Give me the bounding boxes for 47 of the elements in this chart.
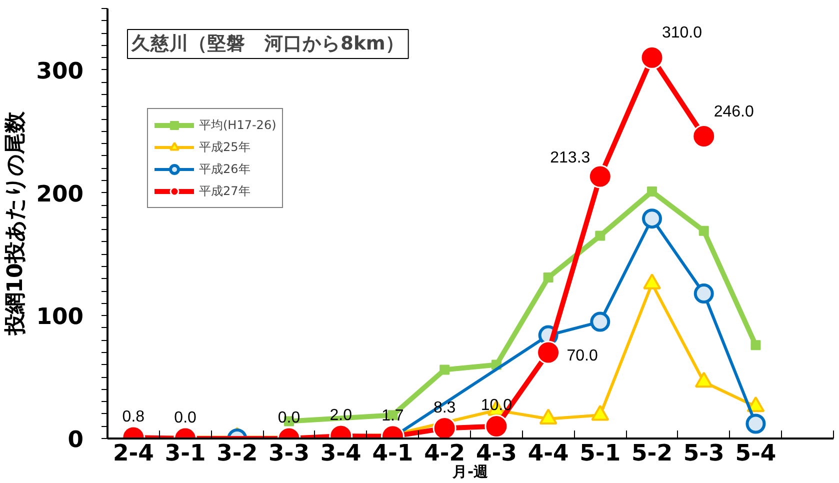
x-tick-label: 5-3 bbox=[683, 440, 724, 466]
legend-label: 平成25年 bbox=[199, 138, 250, 156]
point bbox=[590, 312, 610, 332]
y-tick-label: 100 bbox=[36, 304, 84, 330]
point bbox=[692, 124, 716, 148]
x-tick-label: 4-4 bbox=[528, 440, 569, 466]
legend-label: 平成27年 bbox=[199, 182, 250, 200]
x-tick-label: 3-4 bbox=[320, 440, 362, 466]
point bbox=[440, 364, 450, 375]
y-axis-title: 投網10投あたりの尾数 bbox=[3, 111, 28, 336]
point bbox=[750, 340, 761, 350]
data-label: 0.8 bbox=[122, 408, 145, 426]
point bbox=[543, 272, 554, 283]
point bbox=[642, 208, 662, 229]
y-tick-label: 0 bbox=[68, 427, 84, 453]
point bbox=[536, 340, 560, 364]
data-label: 0.0 bbox=[174, 410, 197, 426]
point bbox=[640, 46, 664, 70]
x-tick-label: 5-4 bbox=[735, 440, 776, 466]
x-tick-label: 5-2 bbox=[632, 440, 672, 466]
data-label: 310.0 bbox=[662, 24, 702, 42]
point bbox=[647, 186, 657, 197]
data-label: 246.0 bbox=[714, 103, 754, 120]
point bbox=[698, 226, 709, 236]
point bbox=[694, 284, 714, 304]
y-tick-label: 300 bbox=[36, 58, 84, 84]
data-label: 0.0 bbox=[278, 410, 300, 426]
x-tick-label: 3-2 bbox=[216, 440, 258, 466]
y-tick-label: 200 bbox=[36, 181, 84, 208]
legend-label: 平成26年 bbox=[199, 160, 250, 178]
x-tick-label: 3-1 bbox=[164, 440, 206, 466]
point bbox=[432, 416, 456, 438]
point bbox=[746, 414, 766, 434]
x-axis-title: 月-週 bbox=[451, 464, 490, 480]
x-tick-label: 4-1 bbox=[372, 440, 414, 466]
x-tick-label: 4-2 bbox=[424, 440, 466, 466]
x-tick-label: 3-3 bbox=[268, 440, 310, 466]
point bbox=[595, 230, 606, 241]
x-tick-label: 2-4 bbox=[112, 440, 154, 466]
point bbox=[539, 408, 558, 424]
point bbox=[588, 164, 612, 188]
x-tick-label: 5-1 bbox=[580, 440, 621, 466]
point bbox=[484, 414, 508, 438]
data-label: 70.0 bbox=[566, 348, 598, 364]
text: 久慈川（堅磐 河口から8km） bbox=[130, 32, 404, 54]
legend-label: 平均(H17-26) bbox=[199, 116, 276, 134]
data-label: 213.3 bbox=[550, 149, 590, 166]
